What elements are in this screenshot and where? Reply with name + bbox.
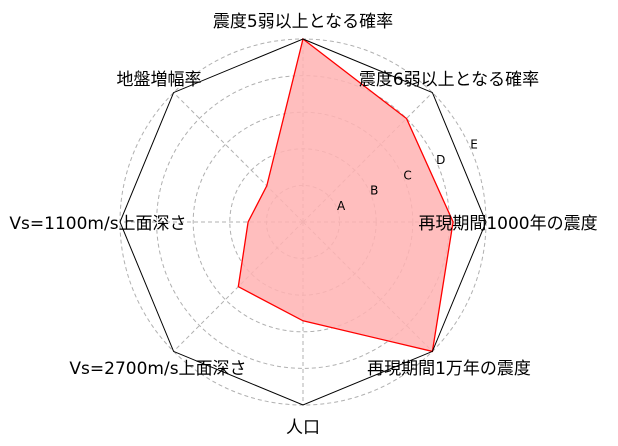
ring-label: C [403, 168, 411, 182]
axis-label: 震度5弱以上となる確率 [213, 12, 393, 32]
chart-frame [119, 38, 487, 406]
axis-label: 再現期間1000年の震度 [418, 214, 597, 234]
axis-label: 再現期間1万年の震度 [367, 359, 531, 379]
axis-label: 地盤増幅率 [117, 70, 202, 90]
axis-label: 人口 [286, 418, 320, 438]
ring-label: D [436, 153, 445, 167]
axis-label: Vs=2700m/s上面深さ [69, 359, 246, 379]
series-area [237, 37, 454, 353]
ring-label: E [470, 138, 478, 152]
outer-frame [119, 38, 487, 406]
axis-labels: 震度5弱以上となる確率震度6弱以上となる確率再現期間1000年の震度再現期間1万… [9, 12, 597, 438]
axis-label: 震度6弱以上となる確率 [359, 70, 539, 90]
axis-label: Vs=1100m/s上面深さ [9, 214, 186, 234]
ring-labels: A B C D E [337, 138, 478, 213]
data-series [237, 37, 454, 353]
ring-label: A [337, 199, 346, 213]
ring-label: B [370, 184, 378, 198]
